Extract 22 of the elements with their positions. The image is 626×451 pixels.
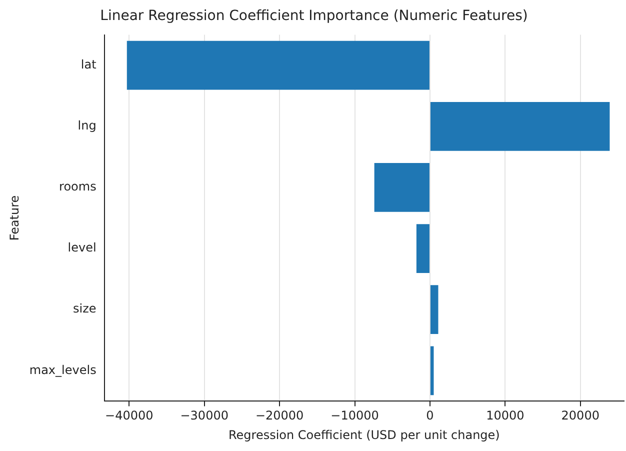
y-axis-title: Feature <box>7 195 22 241</box>
x-tick-label: 10000 <box>486 408 524 423</box>
x-tick-label: −20000 <box>255 408 304 423</box>
y-tick-label: lat <box>80 57 97 72</box>
y-tick-label: level <box>68 240 96 255</box>
y-tick-label: rooms <box>59 180 96 194</box>
bar <box>126 40 430 90</box>
x-tick-label: 0 <box>426 408 434 423</box>
bar <box>430 346 434 396</box>
bar <box>416 224 430 273</box>
x-tick-label: 20000 <box>561 408 600 423</box>
y-tick-label: max_levels <box>29 362 96 377</box>
x-axis-title: Regression Coefficient (USD per unit change) <box>228 428 500 442</box>
x-tick-label: −40000 <box>105 408 154 423</box>
y-tick-label: size <box>73 302 96 316</box>
bar <box>430 102 610 151</box>
x-tick-label: −10000 <box>330 408 379 423</box>
x-tick-label: −30000 <box>180 408 228 423</box>
bar <box>430 285 438 334</box>
chart-title: Linear Regression Coefficient Importance (Numeric Features) <box>100 8 528 24</box>
bar <box>374 163 430 212</box>
y-tick-label: lng <box>78 118 96 133</box>
